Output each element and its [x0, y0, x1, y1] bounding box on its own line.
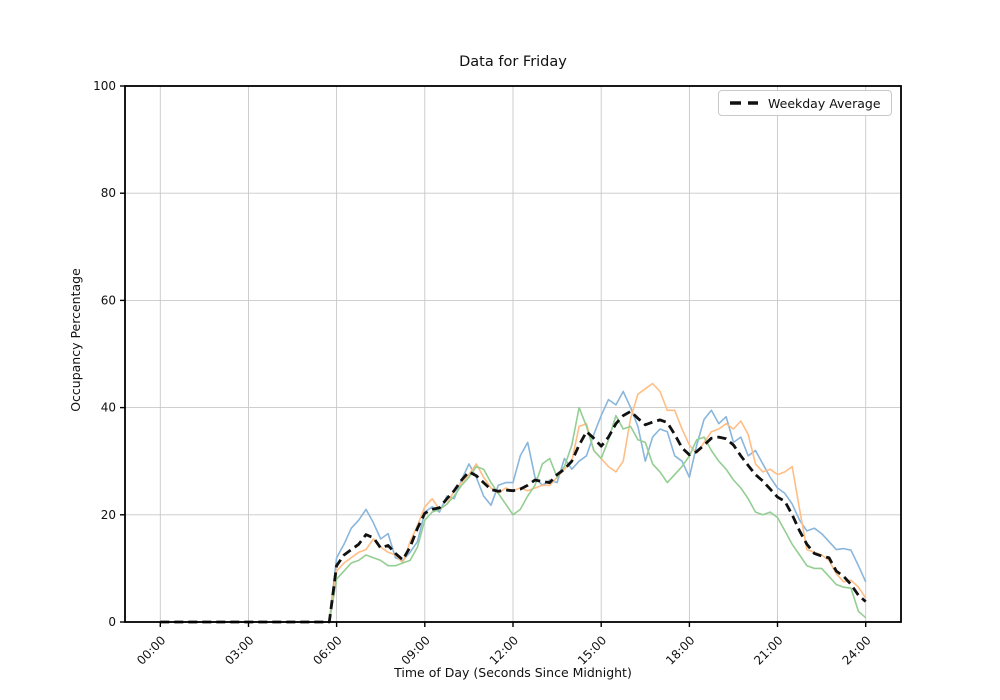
x-tick-label: 00:00	[134, 633, 168, 667]
y-tick-label: 20	[101, 508, 116, 522]
chart-title: Data for Friday	[459, 54, 567, 70]
x-tick-label: 15:00	[575, 633, 609, 667]
y-tick-label: 100	[93, 79, 116, 93]
legend-box: Weekday Average	[718, 90, 892, 116]
x-tick-label: 21:00	[751, 633, 785, 667]
y-tick-label: 40	[101, 401, 116, 415]
x-tick-label: 06:00	[310, 633, 344, 667]
y-tick-label: 0	[108, 615, 116, 629]
x-tick-label: 24:00	[839, 633, 873, 667]
x-tick-label: 09:00	[399, 633, 433, 667]
legend-label: Weekday Average	[768, 95, 881, 111]
x-tick-label: 03:00	[222, 633, 256, 667]
y-tick-label: 80	[101, 186, 116, 200]
x-tick-label: 12:00	[487, 633, 521, 667]
y-axis-label: Occupancy Percentage	[68, 268, 83, 412]
y-tick-label: 60	[101, 293, 116, 307]
x-tick-label: 18:00	[663, 633, 697, 667]
x-axis-label: Time of Day (Seconds Since Midnight)	[394, 665, 632, 680]
dashed-line-icon	[729, 100, 759, 106]
